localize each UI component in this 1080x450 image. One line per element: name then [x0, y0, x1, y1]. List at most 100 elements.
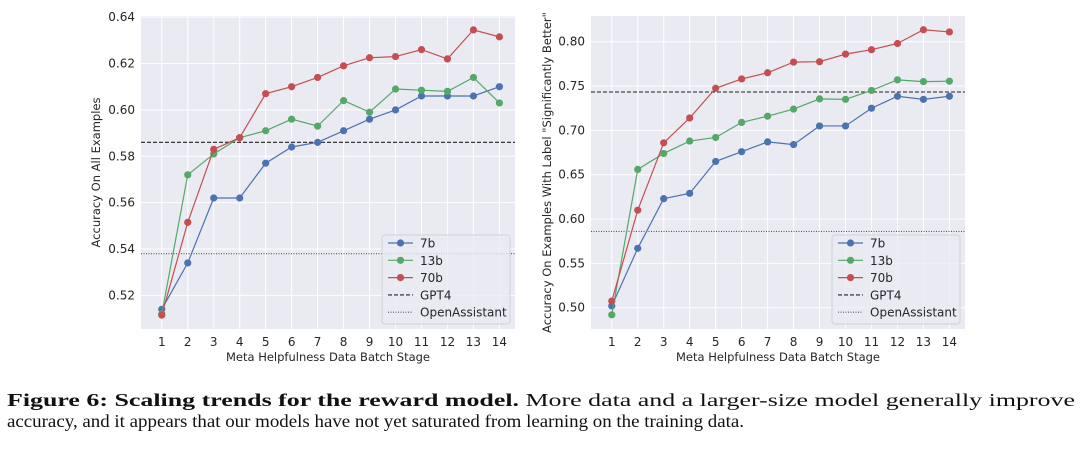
data-point-13b	[686, 137, 694, 145]
data-point-70b	[443, 55, 452, 63]
data-point-70b	[262, 90, 270, 98]
x-tick-label: 3	[210, 335, 218, 349]
data-point-70b	[712, 84, 720, 92]
y-tick-label: 0.60	[558, 212, 585, 226]
x-tick-label: 4	[686, 335, 694, 349]
data-point-7b	[236, 194, 244, 202]
data-point-70b	[288, 83, 296, 91]
data-point-13b	[443, 87, 452, 95]
data-point-13b	[469, 73, 478, 82]
data-point-70b	[841, 50, 850, 58]
data-point-70b	[236, 134, 244, 142]
data-point-13b	[789, 105, 798, 113]
data-point-70b	[417, 46, 426, 54]
data-point-7b	[893, 92, 902, 100]
data-point-7b	[634, 244, 642, 252]
y-tick-label: 0.52	[108, 288, 135, 302]
x-tick-label: 10	[838, 335, 853, 349]
data-point-70b	[469, 26, 478, 34]
y-tick-label: 0.70	[558, 123, 585, 137]
y-axis-label: Accuracy On Examples With Label "Signifi…	[540, 12, 554, 333]
series-line-7b	[161, 86, 500, 310]
data-point-13b	[841, 95, 850, 103]
data-point-70b	[815, 58, 824, 66]
data-point-7b	[660, 195, 668, 203]
data-point-7b	[945, 92, 954, 100]
legend: 7b 13b 70b GPT4 OpenAssistant	[831, 234, 961, 325]
data-point-7b	[339, 127, 348, 135]
data-point-70b	[686, 114, 694, 122]
data-point-13b	[495, 99, 504, 107]
x-tick-label: 4	[236, 335, 244, 349]
data-point-13b	[867, 86, 876, 95]
x-tick-label: 9	[816, 335, 824, 349]
legend: 7b 13b 70b GPT4 OpenAssistant	[381, 234, 511, 325]
data-point-7b	[288, 143, 296, 151]
x-axis-label: Meta Helpfulness Data Batch Stage	[226, 350, 430, 364]
data-point-13b	[391, 85, 400, 93]
data-point-13b	[184, 171, 192, 179]
x-tick-label: 7	[314, 335, 322, 349]
data-point-70b	[945, 28, 954, 36]
x-tick-label: 12	[440, 335, 455, 349]
data-point-13b	[712, 133, 720, 142]
chart-accuracy-all-examples: 0.520.540.560.580.600.620.641 2 3 4 5 6 7 8 9 10 1…	[89, 10, 515, 364]
data-point-13b	[608, 311, 616, 319]
legend-label: OpenAssistant	[870, 306, 957, 320]
x-axis-label: Meta Helpfulness Data Batch Stage	[676, 350, 880, 364]
legend-item-7b: 7b	[388, 237, 435, 251]
y-tick-label: 0.60	[108, 103, 135, 117]
series-line-13b	[611, 79, 950, 315]
data-point-7b	[789, 140, 798, 149]
legend-item-13b: 13b	[388, 254, 443, 268]
x-tick-label: 1	[608, 335, 616, 349]
x-tick-label: 8	[790, 335, 798, 349]
caption-label: Figure 6:	[7, 390, 108, 410]
data-point-7b	[919, 95, 928, 103]
data-point-13b	[365, 108, 374, 116]
caption-title: Scaling trends for the reward model.	[114, 390, 519, 410]
legend-marker-swatch	[846, 256, 855, 264]
x-tick-label: 13	[466, 335, 481, 349]
data-point-7b	[841, 122, 850, 130]
y-axis-label: Accuracy On All Examples	[89, 98, 103, 248]
x-tick-label: 13	[916, 335, 931, 349]
data-point-70b	[764, 69, 772, 77]
y-tick-label: 0.64	[108, 10, 135, 24]
x-tick-label: 11	[414, 335, 429, 349]
x-tick-label: 14	[492, 335, 507, 349]
legend-item-13b: 13b	[838, 254, 893, 268]
series-line-70b	[161, 29, 500, 316]
y-tick-label: 0.75	[558, 79, 585, 93]
data-point-7b	[365, 115, 374, 123]
x-tick-label: 5	[262, 335, 270, 349]
data-point-13b	[893, 76, 902, 84]
x-tick-label: 11	[864, 335, 879, 349]
data-point-7b	[184, 259, 192, 267]
data-point-70b	[893, 39, 902, 48]
series-line-7b	[611, 95, 950, 307]
legend-marker-swatch	[846, 239, 855, 247]
x-tick-label: 6	[288, 335, 296, 349]
data-point-13b	[919, 78, 928, 86]
data-point-70b	[210, 145, 218, 153]
data-point-13b	[764, 112, 772, 120]
data-point-7b	[764, 138, 772, 146]
y-tick-label: 0.80	[558, 35, 585, 49]
x-tick-label: 9	[366, 335, 374, 349]
series-line-13b	[161, 76, 500, 315]
caption-text-1: More data and a larger-size model genera…	[526, 390, 1075, 410]
y-tick-label: 0.50	[558, 301, 585, 315]
data-point-70b	[789, 58, 798, 66]
legend-label: 13b	[870, 254, 893, 268]
legend-box	[381, 234, 511, 325]
series-line-70b	[611, 29, 950, 302]
figure-caption: Figure 6: Scaling trends for the reward …	[7, 390, 1075, 431]
y-tick-label: 0.56	[108, 196, 135, 210]
legend-label: OpenAssistant	[420, 306, 507, 320]
data-point-70b	[391, 52, 400, 61]
legend-marker-swatch	[396, 256, 405, 264]
caption-line-2: accuracy, and it appears that our models…	[7, 411, 744, 431]
data-point-13b	[339, 97, 348, 105]
caption-line-1: Figure 6: Scaling trends for the reward …	[7, 390, 1075, 410]
